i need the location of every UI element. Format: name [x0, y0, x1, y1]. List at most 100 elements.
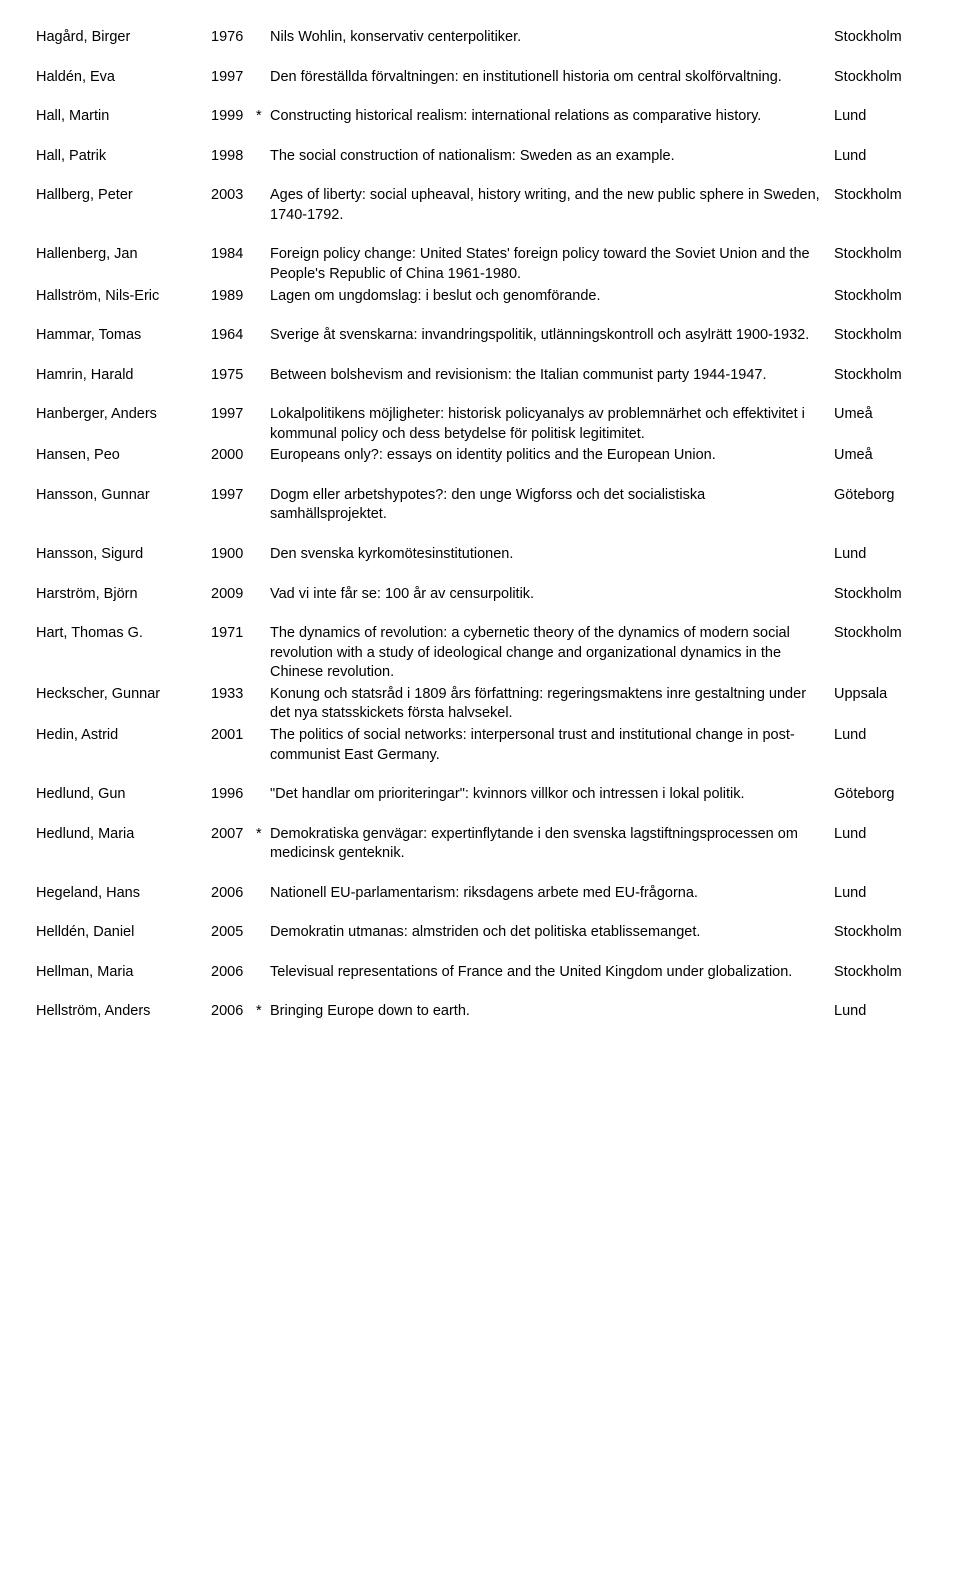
bibliography-row: Haldén, Eva1997 Den föreställda förvaltni… — [36, 68, 924, 88]
author-cell: Hammar, Tomas — [36, 326, 211, 346]
bibliography-row: Hallenberg, Jan1984 Foreign policy change… — [36, 245, 924, 284]
bibliography-row: Hammar, Tomas1964Sverige åt svenskarna: … — [36, 326, 924, 346]
author-cell: Hanberger, Anders — [36, 405, 211, 425]
bibliography-row: Hedlund, Gun1996"Det handlar om priorite… — [36, 785, 924, 805]
place-cell: Lund — [834, 825, 924, 845]
place-cell: Stockholm — [834, 326, 924, 346]
place-cell: Stockholm — [834, 245, 924, 265]
author-cell: Hall, Martin — [36, 107, 211, 127]
author-cell: Hamrin, Harald — [36, 366, 211, 386]
place-cell: Stockholm — [834, 963, 924, 983]
author-cell: Hellman, Maria — [36, 963, 211, 983]
title-cell: Televisual representations of France and… — [270, 963, 834, 983]
place-cell: Lund — [834, 147, 924, 167]
bibliography-row: Hedlund, Maria2007*Demokratiska genvägar… — [36, 825, 924, 864]
place-cell: Lund — [834, 107, 924, 127]
author-cell: Hansson, Gunnar — [36, 486, 211, 506]
title-cell: The dynamics of revolution: a cybernetic… — [270, 624, 834, 683]
author-cell: Hansen, Peo — [36, 446, 211, 466]
star-cell: * — [256, 825, 270, 845]
place-cell: Göteborg — [834, 486, 924, 506]
year-cell: 2006 — [211, 884, 256, 904]
bibliography-row: Hamrin, Harald1975 Between bolshevism and… — [36, 366, 924, 386]
author-cell: Helldén, Daniel — [36, 923, 211, 943]
place-cell: Umeå — [834, 405, 924, 425]
title-cell: Ages of liberty: social upheaval, histor… — [270, 186, 834, 225]
title-cell: Bringing Europe down to earth. — [270, 1002, 834, 1022]
year-cell: 1999 — [211, 107, 256, 127]
bibliography-row: Hallberg, Peter2003 Ages of liberty: soci… — [36, 186, 924, 225]
title-cell: Demokratin utmanas: almstriden och det p… — [270, 923, 834, 943]
title-cell: Lagen om ungdomslag: i beslut och genomf… — [270, 287, 834, 307]
bibliography-row: Hedin, Astrid2001 The politics of social … — [36, 726, 924, 765]
title-cell: Nationell EU-parlamentarism: riksdagens … — [270, 884, 834, 904]
year-cell: 2000 — [211, 446, 256, 466]
year-cell: 1998 — [211, 147, 256, 167]
author-cell: Haldén, Eva — [36, 68, 211, 88]
place-cell: Lund — [834, 545, 924, 565]
author-cell: Hedlund, Gun — [36, 785, 211, 805]
bibliography-row: Hellström, Anders2006*Bringing Europe do… — [36, 1002, 924, 1022]
author-cell: Hallberg, Peter — [36, 186, 211, 206]
place-cell: Stockholm — [834, 28, 924, 48]
place-cell: Stockholm — [834, 287, 924, 307]
title-cell: Dogm eller arbetshypotes?: den unge Wigf… — [270, 486, 834, 525]
year-cell: 2003 — [211, 186, 256, 206]
author-cell: Hallenberg, Jan — [36, 245, 211, 265]
title-cell: The politics of social networks: interpe… — [270, 726, 834, 765]
bibliography-row: Hansen, Peo2000 Europeans only?: essays o… — [36, 446, 924, 466]
bibliography-row: Helldén, Daniel2005 Demokratin utmanas: a… — [36, 923, 924, 943]
year-cell: 1975 — [211, 366, 256, 386]
author-cell: Heckscher, Gunnar — [36, 685, 211, 705]
place-cell: Stockholm — [834, 585, 924, 605]
author-cell: Hellström, Anders — [36, 1002, 211, 1022]
bibliography-row: Hart, Thomas G.1971The dynamics of revol… — [36, 624, 924, 683]
place-cell: Lund — [834, 884, 924, 904]
year-cell: 2009 — [211, 585, 256, 605]
title-cell: Constructing historical realism: interna… — [270, 107, 834, 127]
title-cell: Between bolshevism and revisionism: the … — [270, 366, 834, 386]
place-cell: Lund — [834, 726, 924, 746]
bibliography-row: Hansson, Gunnar1997Dogm eller arbetshypo… — [36, 486, 924, 525]
year-cell: 1964 — [211, 326, 256, 346]
author-cell: Hegeland, Hans — [36, 884, 211, 904]
author-cell: Hedin, Astrid — [36, 726, 211, 746]
year-cell: 1976 — [211, 28, 256, 48]
year-cell: 2001 — [211, 726, 256, 746]
year-cell: 1997 — [211, 68, 256, 88]
title-cell: Demokratiska genvägar: expertinflytande … — [270, 825, 834, 864]
title-cell: Nils Wohlin, konservativ centerpolitiker… — [270, 28, 834, 48]
place-cell: Lund — [834, 1002, 924, 1022]
bibliography-row: Hallström, Nils-Eric1989 Lagen om ungdoms… — [36, 287, 924, 307]
year-cell: 1971 — [211, 624, 256, 644]
title-cell: Den föreställda förvaltningen: en instit… — [270, 68, 834, 88]
place-cell: Uppsala — [834, 685, 924, 705]
bibliography-row: Hanberger, Anders1997Lokalpolitikens möj… — [36, 405, 924, 444]
bibliography-row: Hagård, Birger1976Nils Wohlin, konservat… — [36, 28, 924, 48]
year-cell: 2005 — [211, 923, 256, 943]
place-cell: Stockholm — [834, 68, 924, 88]
author-cell: Hall, Patrik — [36, 147, 211, 167]
year-cell: 1989 — [211, 287, 256, 307]
title-cell: Europeans only?: essays on identity poli… — [270, 446, 834, 466]
year-cell: 1984 — [211, 245, 256, 265]
star-cell: * — [256, 1002, 270, 1022]
year-cell: 1997 — [211, 405, 256, 425]
title-cell: Konung och statsråd i 1809 års författni… — [270, 685, 834, 724]
title-cell: The social construction of nationalism: … — [270, 147, 834, 167]
bibliography-row: Hall, Patrik1998 The social construction … — [36, 147, 924, 167]
year-cell: 2006 — [211, 963, 256, 983]
star-cell: * — [256, 107, 270, 127]
bibliography-row: Harström, Björn2009Vad vi inte får se: 1… — [36, 585, 924, 605]
place-cell: Stockholm — [834, 624, 924, 644]
title-cell: "Det handlar om prioriteringar": kvinnor… — [270, 785, 834, 805]
place-cell: Stockholm — [834, 186, 924, 206]
bibliography-row: Heckscher, Gunnar1933 Konung och statsråd… — [36, 685, 924, 724]
title-cell: Foreign policy change: United States' fo… — [270, 245, 834, 284]
year-cell: 1900 — [211, 545, 256, 565]
title-cell: Vad vi inte får se: 100 år av censurpoli… — [270, 585, 834, 605]
bibliography-row: Hellman, Maria2006 Televisual representat… — [36, 963, 924, 983]
author-cell: Hallström, Nils-Eric — [36, 287, 211, 307]
year-cell: 1933 — [211, 685, 256, 705]
author-cell: Hansson, Sigurd — [36, 545, 211, 565]
